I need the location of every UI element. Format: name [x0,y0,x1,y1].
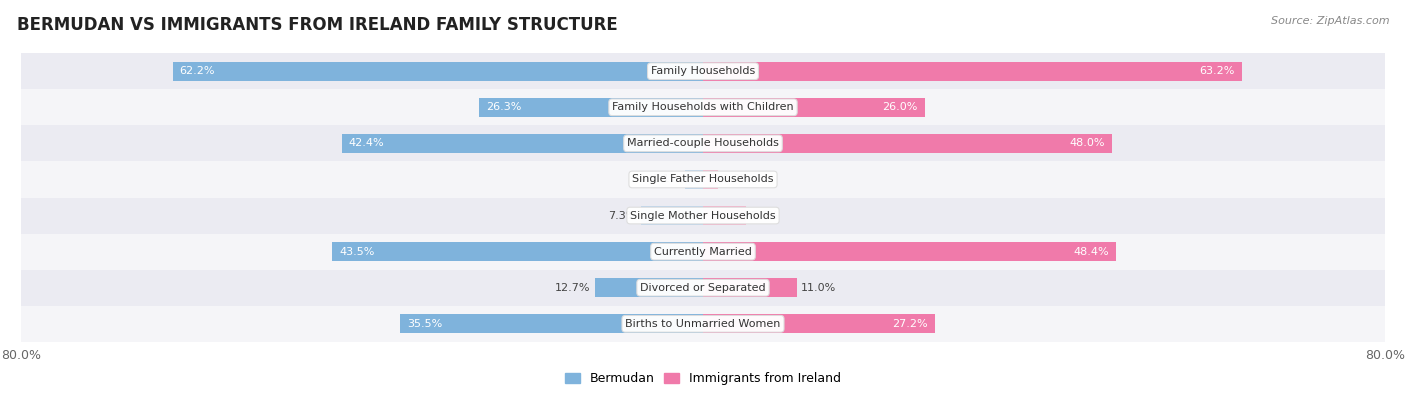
Text: 11.0%: 11.0% [801,283,837,293]
Bar [21,89,1385,125]
Bar [21,270,1385,306]
Text: Divorced or Separated: Divorced or Separated [640,283,766,293]
Text: Single Father Households: Single Father Households [633,175,773,184]
Text: Currently Married: Currently Married [654,246,752,257]
Text: 35.5%: 35.5% [408,319,443,329]
Text: 5.0%: 5.0% [749,211,778,220]
Bar [21,233,1385,270]
Text: 12.7%: 12.7% [555,283,591,293]
Text: BERMUDAN VS IMMIGRANTS FROM IRELAND FAMILY STRUCTURE: BERMUDAN VS IMMIGRANTS FROM IRELAND FAMI… [17,16,617,34]
Text: Source: ZipAtlas.com: Source: ZipAtlas.com [1271,16,1389,26]
Text: 63.2%: 63.2% [1199,66,1234,76]
Text: 1.8%: 1.8% [723,175,751,184]
Text: Births to Unmarried Women: Births to Unmarried Women [626,319,780,329]
Text: Married-couple Households: Married-couple Households [627,138,779,149]
Text: Family Households: Family Households [651,66,755,76]
Bar [332,242,703,261]
Text: 26.3%: 26.3% [485,102,522,112]
Text: 43.5%: 43.5% [339,246,374,257]
Bar [595,278,703,297]
Text: 62.2%: 62.2% [180,66,215,76]
Bar [703,62,1241,81]
Bar [21,53,1385,89]
Bar [703,134,1112,153]
Bar [21,162,1385,198]
Text: 48.0%: 48.0% [1070,138,1105,149]
Bar [342,134,703,153]
Bar [401,314,703,333]
Bar [703,314,935,333]
Bar [479,98,703,117]
Bar [703,98,925,117]
Text: Single Mother Households: Single Mother Households [630,211,776,220]
Bar [703,206,745,225]
Text: 48.4%: 48.4% [1073,246,1109,257]
Bar [703,170,718,189]
Text: 42.4%: 42.4% [349,138,384,149]
Bar [21,125,1385,162]
Text: 7.3%: 7.3% [609,211,637,220]
Text: Family Households with Children: Family Households with Children [612,102,794,112]
Bar [173,62,703,81]
Legend: Bermudan, Immigrants from Ireland: Bermudan, Immigrants from Ireland [560,367,846,390]
Bar [641,206,703,225]
Bar [703,278,797,297]
Bar [703,242,1115,261]
Text: 26.0%: 26.0% [883,102,918,112]
Bar [685,170,703,189]
Bar [21,198,1385,233]
Bar [21,306,1385,342]
Text: 27.2%: 27.2% [893,319,928,329]
Text: 2.1%: 2.1% [652,175,681,184]
